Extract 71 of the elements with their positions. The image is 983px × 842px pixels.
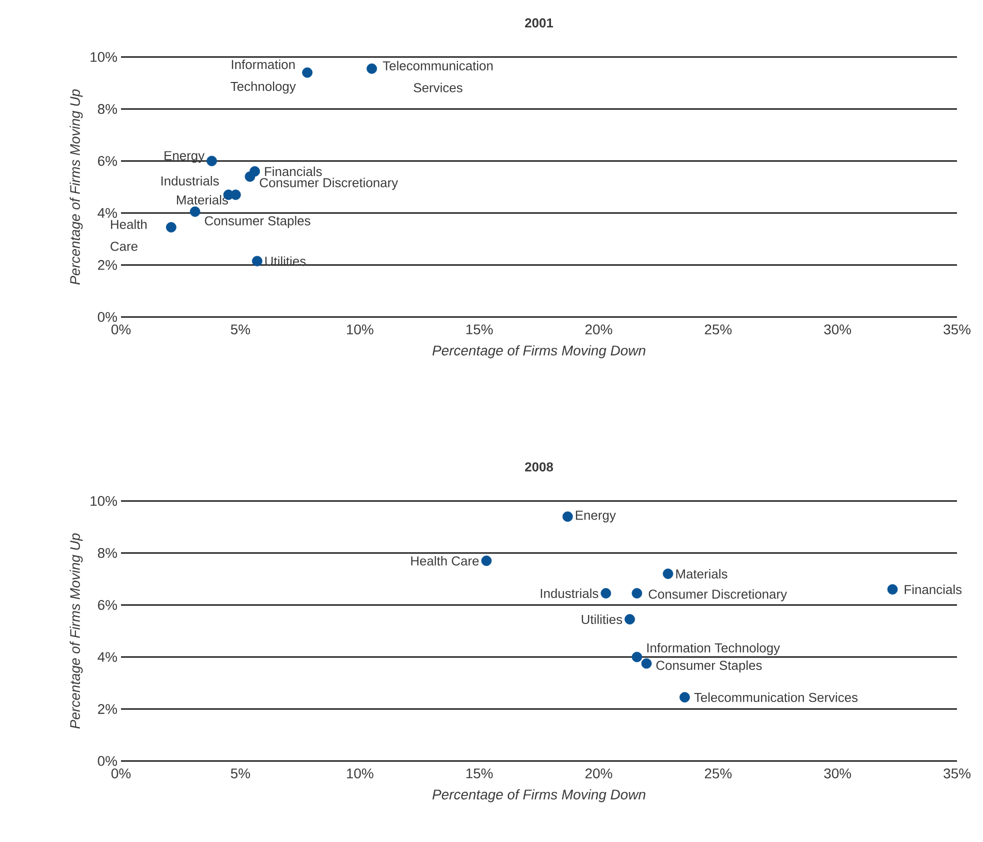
series-label: Materials (176, 195, 228, 205)
x-tick-label: 10% (346, 768, 374, 778)
y-tick-label: 2% (98, 704, 117, 714)
point (562, 511, 573, 522)
y-tick-label: 4% (98, 208, 117, 218)
point (662, 568, 674, 579)
point (244, 171, 256, 182)
y-tick-label: 8% (98, 548, 117, 558)
point (632, 652, 642, 662)
series-label: Information Technology (230, 60, 296, 94)
x-tick-label: 25% (704, 768, 732, 778)
x-tick-label: 15% (466, 324, 493, 334)
y-tick-label: 4% (98, 652, 117, 662)
y-tick-label: 6% (98, 156, 117, 166)
series-label: Telecommunication Services (382, 60, 493, 92)
series-label: Health Care (411, 556, 479, 566)
x-tick-label: 20% (585, 324, 612, 334)
y-axis-title: Percentage of Firms Moving Up (70, 533, 83, 729)
series-label: Financials (265, 166, 322, 176)
y-axis-title: Percentage of Firms Moving Up (70, 89, 83, 285)
point (632, 588, 642, 598)
point (166, 222, 176, 232)
point (641, 658, 652, 669)
series-label: Consumer Discretionary (648, 589, 787, 602)
chart-title: 2008 (525, 462, 554, 472)
x-tick-label: 35% (944, 324, 970, 334)
x-axis-title: Percentage of Firms Moving Down (432, 789, 646, 802)
series-label: Consumer Staples (204, 216, 310, 228)
x-tick-label: 30% (824, 768, 852, 778)
series-label: Industrials (161, 176, 219, 186)
point (252, 256, 262, 266)
x-tick-label: 25% (704, 324, 732, 334)
series-label: Financials (904, 584, 962, 594)
x-axis-title: Percentage of Firms Moving Down (432, 345, 646, 358)
y-tick-label: 8% (98, 104, 117, 114)
series-label: Utilities (582, 614, 622, 624)
series-label: Industrials (540, 588, 598, 598)
series-label: Telecommunication Services (694, 692, 858, 702)
x-tick-label: 15% (466, 768, 493, 778)
series-label: Materials (676, 569, 728, 579)
point (190, 206, 200, 217)
x-tick-label: 0% (111, 324, 131, 334)
point (680, 692, 690, 702)
point (206, 156, 217, 166)
point (481, 556, 492, 566)
series-label: Energy (164, 151, 205, 163)
x-tick-label: 35% (944, 768, 970, 778)
x-tick-label: 30% (824, 324, 852, 334)
x-tick-label: 5% (230, 324, 250, 334)
y-tick-label: 10% (90, 496, 117, 506)
y-tick-label: 0% (98, 756, 117, 766)
x-tick-label: 5% (230, 768, 250, 778)
x-tick-label: 20% (585, 768, 612, 778)
y-tick-label: 10% (90, 52, 117, 62)
series-label: Consumer Staples (656, 660, 762, 673)
point (600, 588, 612, 598)
x-tick-label: 10% (346, 324, 374, 334)
series-label: Consumer Discretionary (260, 178, 398, 190)
y-tick-label: 2% (98, 260, 117, 270)
y-tick-label: 6% (98, 600, 117, 610)
point (887, 584, 898, 595)
point (366, 63, 378, 74)
point (624, 614, 635, 624)
series-label: Utilities (265, 256, 306, 266)
series-label: Health Care (110, 219, 147, 251)
point (302, 67, 313, 78)
series-label: Energy (576, 510, 616, 522)
chart-title: 2001 (525, 18, 554, 28)
series-label: Information Technology (647, 642, 780, 656)
y-tick-label: 0% (98, 312, 117, 322)
x-tick-label: 0% (111, 768, 131, 778)
